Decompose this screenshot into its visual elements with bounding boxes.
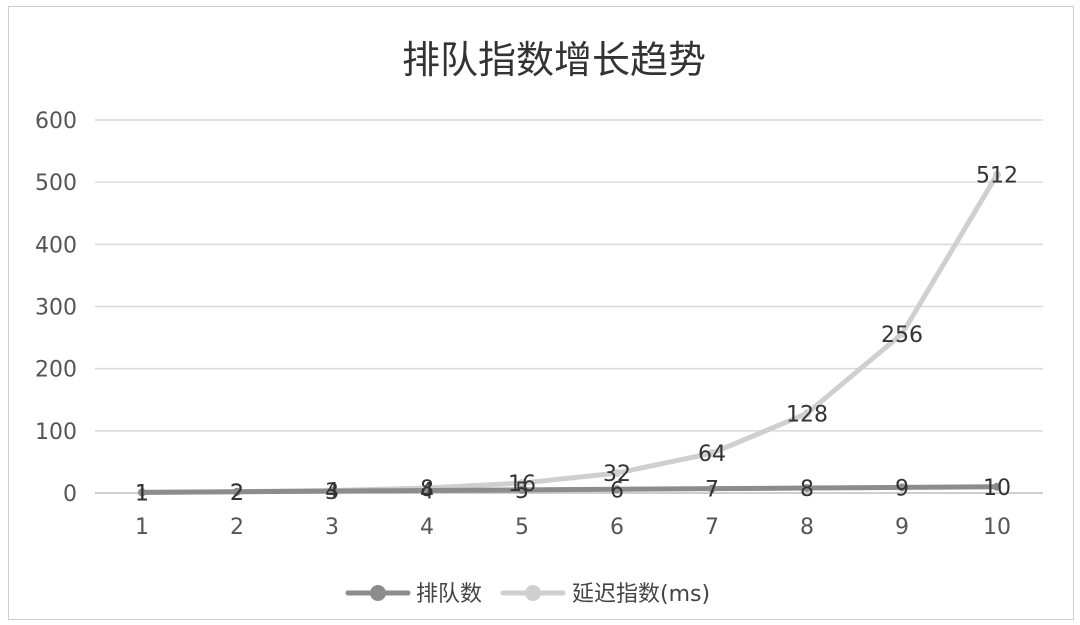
data-label: 1: [135, 481, 149, 506]
data-label: 5: [515, 479, 529, 504]
x-tick-label: 4: [420, 515, 434, 540]
x-tick-label: 9: [895, 515, 909, 540]
data-label: 4: [325, 480, 339, 505]
y-tick-label: 500: [35, 171, 77, 196]
series-2-point: [803, 409, 811, 418]
legend-label: 排队数: [416, 582, 482, 607]
series-1-point: [423, 486, 431, 495]
data-label: 128: [786, 402, 828, 427]
grid-lines: [95, 119, 1043, 494]
series-2-point: [613, 469, 621, 478]
legend-marker-2: [525, 585, 541, 601]
x-tick-label: 1: [135, 515, 149, 540]
series-1-point: [138, 488, 146, 497]
data-label: 8: [800, 477, 814, 502]
series-1-point: [518, 485, 526, 494]
data-label: 16: [508, 472, 536, 497]
y-tick-label: 100: [35, 420, 77, 445]
series-lines: [138, 170, 1001, 497]
y-tick-label: 0: [63, 482, 77, 507]
data-label: 10: [983, 476, 1011, 501]
y-tick-label: 400: [35, 233, 77, 258]
legend-marker-1: [370, 585, 386, 601]
data-label: 6: [610, 478, 624, 503]
x-tick-label: 7: [705, 515, 719, 540]
chart-title: 排队指数增长趋势: [402, 38, 706, 82]
data-label: 2: [230, 481, 244, 506]
series-1-point: [613, 485, 621, 494]
data-label: 4: [420, 480, 434, 505]
data-label: 32: [603, 462, 631, 487]
data-label: 9: [895, 476, 909, 501]
series-line-1: [139, 484, 1000, 495]
data-label: 7: [705, 478, 719, 503]
x-axis-ticks: 1 2 3 4 5 6 7 8 9 10: [135, 515, 1011, 540]
legend: 排队数 延迟指数(ms): [345, 582, 710, 607]
series-1-point: [708, 484, 716, 493]
data-label: 2: [230, 481, 244, 506]
data-label: 512: [976, 164, 1018, 189]
x-tick-label: 10: [983, 515, 1011, 540]
series-2-point: [993, 170, 1001, 179]
series-1-point: [803, 484, 811, 493]
y-tick-label: 300: [35, 296, 77, 321]
chart-frame: [8, 6, 1074, 620]
x-tick-label: 5: [515, 515, 529, 540]
data-label: 256: [881, 323, 923, 348]
series-2-point: [708, 449, 716, 458]
y-tick-label: 200: [35, 358, 77, 383]
x-tick-label: 6: [610, 515, 624, 540]
series-1-point: [328, 487, 336, 496]
data-label: 3: [325, 480, 339, 505]
x-tick-label: 3: [325, 515, 339, 540]
series-2-point: [898, 329, 906, 338]
series-1-point: [898, 483, 906, 492]
series-1-point: [993, 482, 1001, 491]
x-tick-label: 2: [230, 515, 244, 540]
data-label: 8: [420, 477, 434, 502]
y-axis-ticks: 0 100 200 300 400 500 600: [35, 109, 77, 507]
x-tick-label: 8: [800, 515, 814, 540]
data-label: 1: [135, 481, 149, 506]
series-line-2: [139, 172, 1000, 495]
series-2-point: [518, 479, 526, 488]
series-1-point: [233, 487, 241, 496]
data-label: 64: [698, 442, 726, 467]
y-tick-label: 600: [35, 109, 77, 134]
legend-label: 延迟指数(ms): [572, 582, 710, 607]
